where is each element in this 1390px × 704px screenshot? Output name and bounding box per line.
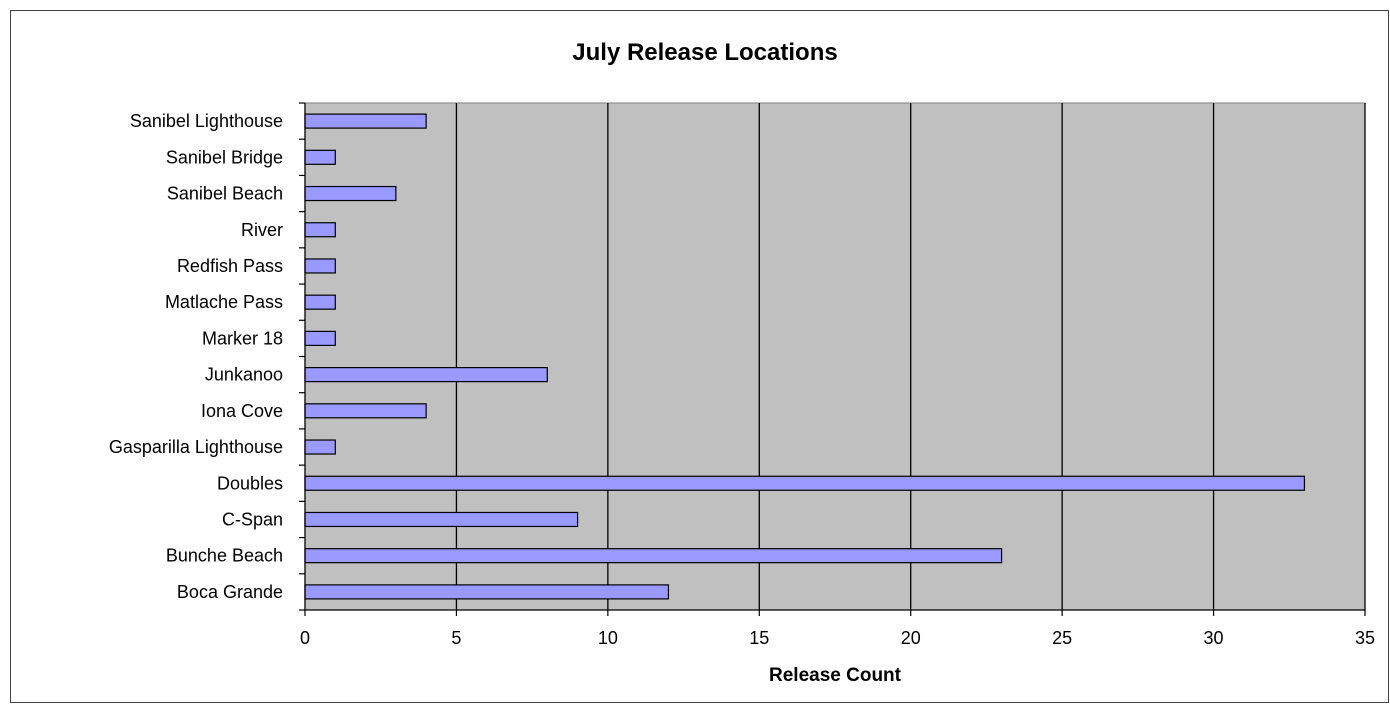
x-tick-label: 15 bbox=[749, 628, 769, 648]
category-label: Junkanoo bbox=[205, 365, 283, 385]
plot-area bbox=[304, 102, 1366, 611]
bar bbox=[304, 403, 427, 419]
category-label: Marker 18 bbox=[202, 328, 283, 348]
bar bbox=[304, 548, 1003, 564]
bar bbox=[304, 330, 336, 346]
category-label: River bbox=[241, 220, 283, 240]
x-tick-label: 10 bbox=[598, 628, 618, 648]
chart-title: July Release Locations bbox=[572, 39, 837, 66]
category-label: C-Span bbox=[222, 509, 283, 529]
category-labels: Sanibel Lighthouse Sanibel Bridge Sanibel … bbox=[109, 111, 283, 602]
bar bbox=[304, 511, 579, 528]
x-tick-label: 0 bbox=[300, 628, 310, 648]
tick-labels: 0 5 10 15 20 25 30 35 bbox=[300, 628, 1375, 648]
x-tick-label: 20 bbox=[901, 628, 921, 648]
bar bbox=[304, 113, 427, 129]
bar bbox=[304, 584, 670, 600]
x-tick-label: 5 bbox=[451, 628, 461, 648]
category-label: Sanibel Beach bbox=[167, 184, 283, 204]
bar bbox=[304, 258, 336, 274]
bar bbox=[304, 367, 548, 383]
axes bbox=[299, 102, 1366, 616]
category-label: Redfish Pass bbox=[177, 256, 283, 276]
category-label: Doubles bbox=[217, 473, 283, 493]
category-label: Matlache Pass bbox=[165, 292, 283, 312]
bar bbox=[304, 475, 1306, 491]
bar bbox=[304, 294, 336, 310]
bars bbox=[304, 113, 1306, 600]
bar bbox=[304, 439, 336, 455]
bar bbox=[304, 222, 336, 238]
x-tick-label: 25 bbox=[1052, 628, 1072, 648]
category-label: Sanibel Bridge bbox=[166, 147, 283, 167]
bar bbox=[304, 149, 336, 165]
x-axis-title: Release Count bbox=[769, 665, 902, 686]
x-tick-label: 30 bbox=[1204, 628, 1224, 648]
category-label: Boca Grande bbox=[177, 582, 283, 602]
category-label: Bunche Beach bbox=[166, 546, 283, 566]
x-tick-label: 35 bbox=[1355, 628, 1375, 648]
category-label: Gasparilla Lighthouse bbox=[109, 437, 283, 457]
bar bbox=[304, 185, 397, 202]
category-label: Sanibel Lighthouse bbox=[130, 111, 283, 131]
category-label: Iona Cove bbox=[201, 401, 283, 421]
